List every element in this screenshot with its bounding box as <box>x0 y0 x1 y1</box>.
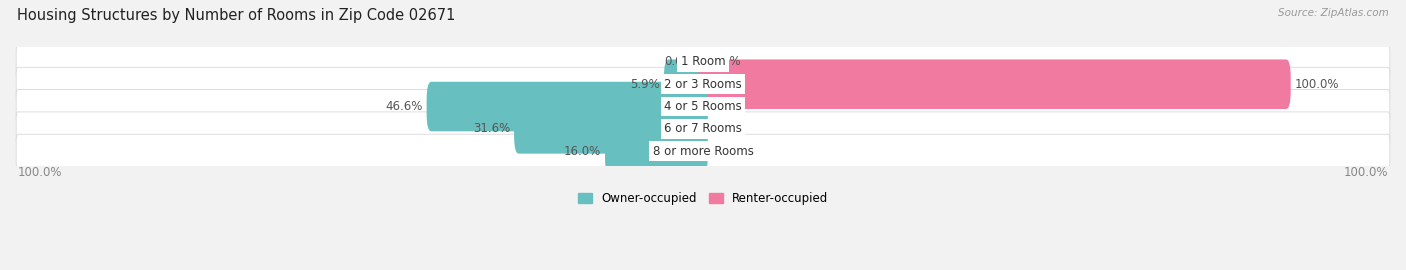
FancyBboxPatch shape <box>515 104 707 154</box>
FancyBboxPatch shape <box>664 59 707 109</box>
Text: 100.0%: 100.0% <box>18 166 62 179</box>
Text: 2 or 3 Rooms: 2 or 3 Rooms <box>664 78 742 91</box>
Text: 0.0%: 0.0% <box>665 55 695 68</box>
FancyBboxPatch shape <box>426 82 707 131</box>
FancyBboxPatch shape <box>605 126 707 176</box>
Text: 0.0%: 0.0% <box>711 100 741 113</box>
Text: 6 or 7 Rooms: 6 or 7 Rooms <box>664 122 742 135</box>
Text: Source: ZipAtlas.com: Source: ZipAtlas.com <box>1278 8 1389 18</box>
FancyBboxPatch shape <box>15 134 1391 168</box>
Text: 0.0%: 0.0% <box>711 55 741 68</box>
FancyBboxPatch shape <box>15 45 1391 79</box>
Text: 5.9%: 5.9% <box>630 78 659 91</box>
Text: 0.0%: 0.0% <box>711 145 741 158</box>
FancyBboxPatch shape <box>15 90 1391 123</box>
Text: 8 or more Rooms: 8 or more Rooms <box>652 145 754 158</box>
Text: 31.6%: 31.6% <box>472 122 510 135</box>
Text: 1 Room: 1 Room <box>681 55 725 68</box>
FancyBboxPatch shape <box>15 112 1391 146</box>
Text: 16.0%: 16.0% <box>564 145 600 158</box>
Text: Housing Structures by Number of Rooms in Zip Code 02671: Housing Structures by Number of Rooms in… <box>17 8 456 23</box>
Text: 0.0%: 0.0% <box>711 122 741 135</box>
Text: 100.0%: 100.0% <box>1295 78 1340 91</box>
Text: 4 or 5 Rooms: 4 or 5 Rooms <box>664 100 742 113</box>
FancyBboxPatch shape <box>699 59 1291 109</box>
Text: 46.6%: 46.6% <box>385 100 423 113</box>
FancyBboxPatch shape <box>15 67 1391 101</box>
Legend: Owner-occupied, Renter-occupied: Owner-occupied, Renter-occupied <box>578 192 828 205</box>
Text: 100.0%: 100.0% <box>1344 166 1388 179</box>
